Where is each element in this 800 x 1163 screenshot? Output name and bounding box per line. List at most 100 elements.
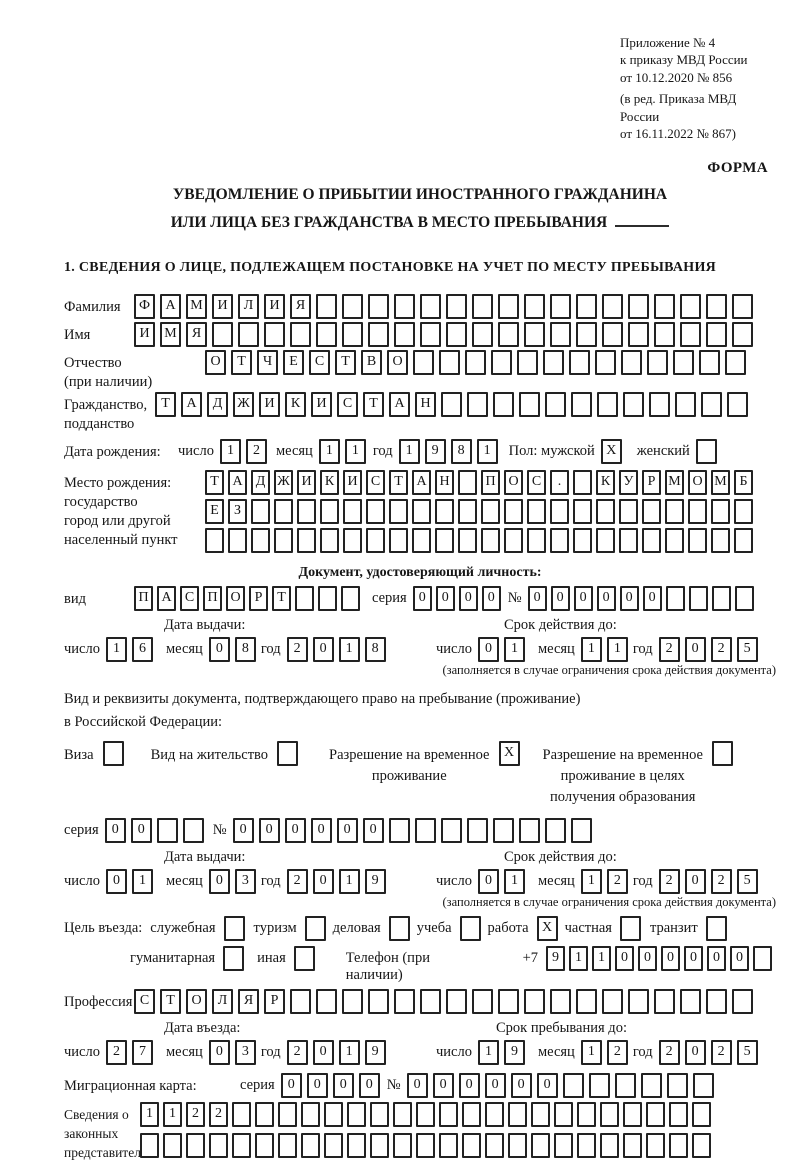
form-cell[interactable] [600, 1133, 619, 1159]
form-cell[interactable]: 0 [458, 586, 478, 612]
form-cell[interactable] [255, 1102, 274, 1128]
form-cell[interactable]: 8 [234, 637, 256, 663]
form-cell[interactable]: 2 [658, 1040, 680, 1066]
form-cell[interactable]: Ж [274, 470, 293, 496]
form-cell[interactable] [458, 470, 477, 496]
form-cell[interactable]: 1 [219, 439, 241, 465]
form-cell[interactable] [654, 321, 675, 347]
form-cell[interactable] [597, 392, 618, 418]
form-cell[interactable] [472, 989, 493, 1015]
form-cell[interactable] [692, 1102, 711, 1128]
form-cell[interactable] [472, 293, 493, 319]
form-cell[interactable]: 0 [362, 818, 384, 844]
form-cell[interactable]: И [311, 392, 332, 418]
form-cell[interactable]: 1 [477, 1040, 499, 1066]
form-cell[interactable] [576, 293, 597, 319]
form-cell[interactable] [446, 321, 467, 347]
form-cell[interactable]: Я [238, 989, 259, 1015]
form-cell[interactable]: К [596, 470, 615, 496]
form-cell[interactable]: Ч [257, 349, 278, 375]
form-cell[interactable] [602, 293, 623, 319]
form-cell[interactable] [491, 349, 512, 375]
form-cell[interactable] [102, 741, 124, 766]
form-cell[interactable]: 9 [424, 439, 446, 465]
form-cell[interactable] [649, 392, 670, 418]
form-cell[interactable] [675, 392, 696, 418]
form-cell[interactable]: 0 [596, 586, 616, 612]
form-cell[interactable] [412, 528, 431, 554]
form-cell[interactable]: З [228, 499, 247, 525]
form-cell[interactable]: 2 [606, 869, 628, 895]
form-cell[interactable]: 3 [234, 869, 256, 895]
form-cell[interactable]: 5 [736, 869, 758, 895]
form-cell[interactable]: И [297, 470, 316, 496]
form-cell[interactable]: 0 [684, 1040, 706, 1066]
form-cell[interactable] [524, 989, 545, 1015]
form-cell[interactable]: М [186, 293, 207, 319]
form-cell[interactable] [290, 321, 311, 347]
form-cell[interactable]: Т [231, 349, 252, 375]
form-cell[interactable]: 2 [710, 1040, 732, 1066]
form-cell[interactable] [440, 818, 462, 844]
form-cell[interactable] [414, 818, 436, 844]
form-cell[interactable]: 2 [606, 1040, 628, 1066]
form-cell[interactable]: В [361, 349, 382, 375]
form-cell[interactable]: 0 [232, 818, 254, 844]
form-cell[interactable]: 0 [638, 946, 657, 972]
form-cell[interactable]: О [205, 349, 226, 375]
form-cell[interactable] [688, 499, 707, 525]
form-cell[interactable] [602, 989, 623, 1015]
form-cell[interactable] [446, 989, 467, 1015]
form-cell[interactable] [293, 946, 315, 972]
form-cell[interactable]: 2 [658, 637, 680, 663]
form-cell[interactable]: У [619, 470, 638, 496]
form-cell[interactable]: 0 [104, 818, 126, 844]
form-cell[interactable]: 1 [580, 869, 602, 895]
form-cell[interactable]: 2 [658, 869, 680, 895]
form-cell[interactable]: О [688, 470, 707, 496]
form-cell[interactable] [623, 1102, 642, 1128]
form-cell[interactable] [508, 1102, 527, 1128]
form-cell[interactable] [531, 1133, 550, 1159]
form-cell[interactable]: П [481, 470, 500, 496]
form-cell[interactable]: 0 [477, 637, 499, 663]
form-cell[interactable]: 0 [510, 1073, 532, 1099]
form-cell[interactable]: Я [186, 321, 207, 347]
form-cell[interactable] [458, 528, 477, 554]
form-cell[interactable]: 0 [105, 869, 127, 895]
form-cell[interactable]: 1 [131, 869, 153, 895]
form-cell[interactable] [550, 321, 571, 347]
form-cell[interactable] [504, 528, 523, 554]
form-cell[interactable]: С [134, 989, 155, 1015]
form-cell[interactable]: 0 [336, 818, 358, 844]
form-cell[interactable] [573, 499, 592, 525]
form-cell[interactable]: 0 [280, 1073, 302, 1099]
form-cell[interactable] [439, 1102, 458, 1128]
form-cell[interactable] [251, 528, 270, 554]
form-cell[interactable]: 1 [344, 439, 366, 465]
form-cell[interactable]: 0 [619, 586, 639, 612]
form-cell[interactable] [614, 1073, 636, 1099]
form-cell[interactable] [642, 499, 661, 525]
form-cell[interactable]: 0 [615, 946, 634, 972]
form-cell[interactable]: И [212, 293, 233, 319]
form-cell[interactable] [341, 586, 360, 612]
form-cell[interactable] [711, 499, 730, 525]
form-cell[interactable] [732, 293, 753, 319]
form-cell[interactable] [389, 528, 408, 554]
form-cell[interactable]: Я [290, 293, 311, 319]
form-cell[interactable] [324, 1102, 343, 1128]
form-cell[interactable]: 9 [364, 869, 386, 895]
form-cell[interactable]: 1 [398, 439, 420, 465]
form-cell[interactable]: С [366, 470, 385, 496]
form-cell[interactable]: 2 [286, 637, 308, 663]
form-cell[interactable] [642, 528, 661, 554]
form-cell[interactable]: О [226, 586, 245, 612]
form-cell[interactable]: С [180, 586, 199, 612]
form-cell[interactable] [517, 349, 538, 375]
form-cell[interactable]: Л [238, 293, 259, 319]
form-cell[interactable]: 1 [338, 637, 360, 663]
form-cell[interactable]: 0 [684, 869, 706, 895]
form-cell[interactable] [518, 818, 540, 844]
form-cell[interactable]: А [228, 470, 247, 496]
